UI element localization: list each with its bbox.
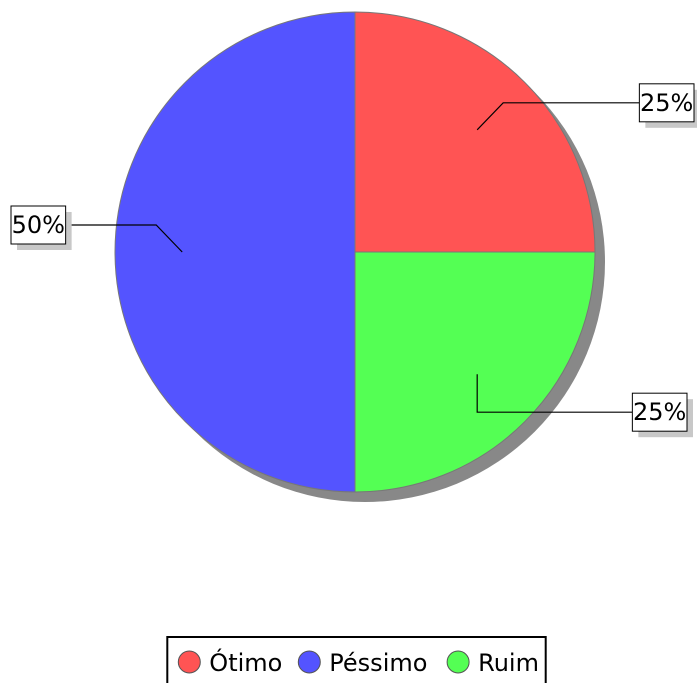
- pie-slices: [114, 11, 596, 493]
- pie-slice-otimo: [354, 11, 596, 253]
- data-label: 25%: [633, 398, 686, 426]
- data-label-group: 25%: [476, 83, 697, 131]
- legend-label-otimo: Ótimo: [209, 647, 282, 677]
- legend-marker-pessimo: [297, 650, 321, 674]
- data-label-box: [10, 205, 67, 245]
- legend-label-pessimo: Péssimo: [329, 649, 427, 677]
- data-label-box: [631, 392, 688, 432]
- data-label-box: [638, 83, 695, 123]
- pie-slice-ruim: [354, 251, 596, 493]
- pie-slice-pessimo: [114, 11, 356, 493]
- data-label: 25%: [640, 89, 693, 117]
- legend-marker-otimo: [177, 650, 201, 674]
- leader-line: [65, 224, 183, 253]
- legend-label-ruim: Ruim: [478, 649, 539, 677]
- leader-line: [476, 102, 640, 131]
- data-labels: 25% 25% 50%: [10, 83, 697, 438]
- legend-marker-ruim: [446, 650, 470, 674]
- legend-box: Ótimo Péssimo Ruim: [166, 636, 547, 683]
- legend: Ótimo Péssimo Ruim: [166, 636, 547, 683]
- data-label-group: 50%: [10, 205, 183, 253]
- legend-border: [166, 636, 547, 683]
- data-label: 50%: [12, 211, 65, 239]
- data-label-group: 25%: [476, 374, 693, 438]
- leader-line: [476, 374, 633, 413]
